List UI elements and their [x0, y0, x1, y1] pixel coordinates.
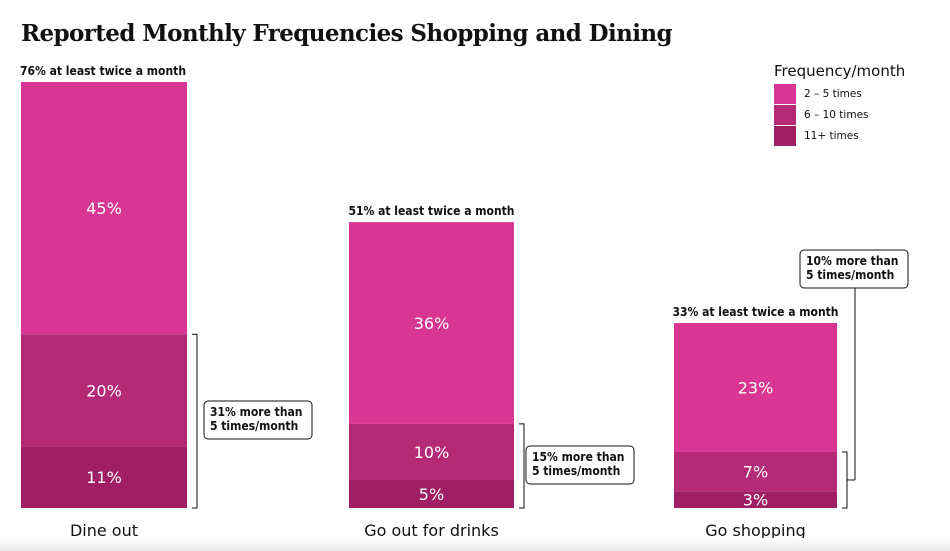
- callout-text: 5 times/month: [210, 419, 298, 433]
- data-label: 45%: [86, 199, 122, 218]
- chart-title: Reported Monthly Frequencies Shopping an…: [21, 20, 673, 47]
- bar-segment: [349, 479, 514, 508]
- data-label: 7%: [743, 463, 768, 482]
- bar-segment: [674, 323, 837, 452]
- bar-segment: [349, 222, 514, 424]
- bar-segment: [674, 491, 837, 508]
- category-label: Go out for drinks: [364, 521, 499, 540]
- bar-segment: [349, 423, 514, 480]
- bracket: [519, 423, 525, 509]
- legend-label: 2 – 5 times: [804, 88, 862, 100]
- bracket: [842, 451, 848, 509]
- data-label: 36%: [414, 314, 450, 333]
- total-label: 51% at least twice a month: [348, 204, 514, 218]
- legend-swatch: [774, 84, 796, 104]
- bottom-fade: [0, 538, 950, 551]
- category-label: Go shopping: [705, 521, 806, 540]
- data-label: 11%: [86, 468, 122, 487]
- total-label: 33% at least twice a month: [672, 305, 838, 319]
- data-label: 23%: [738, 378, 774, 397]
- bracket: [192, 333, 198, 509]
- bar-segment: [21, 334, 187, 447]
- legend-label: 6 – 10 times: [804, 109, 869, 121]
- bar-segment: [21, 82, 187, 335]
- callout-box: [525, 445, 635, 485]
- callout-box: [203, 400, 313, 440]
- callout-box: [799, 249, 909, 289]
- callout-text: 5 times/month: [806, 268, 894, 282]
- legend-swatch: [774, 105, 796, 125]
- legend-title: Frequency/month: [774, 62, 905, 80]
- data-label: 20%: [86, 381, 122, 400]
- legend-swatch: [774, 126, 796, 146]
- bar-segment: [21, 446, 187, 508]
- total-label: 76% at least twice a month: [20, 64, 186, 78]
- callout-text: 31% more than: [210, 405, 303, 419]
- callout-text: 15% more than: [532, 450, 625, 464]
- bar-segment: [674, 451, 837, 492]
- category-label: Dine out: [70, 521, 138, 540]
- callout-text: 5 times/month: [532, 464, 620, 478]
- data-label: 3%: [743, 491, 768, 510]
- legend-label: 11+ times: [804, 130, 859, 142]
- data-label: 10%: [414, 443, 450, 462]
- callout-text: 10% more than: [806, 254, 899, 268]
- data-label: 5%: [419, 485, 444, 504]
